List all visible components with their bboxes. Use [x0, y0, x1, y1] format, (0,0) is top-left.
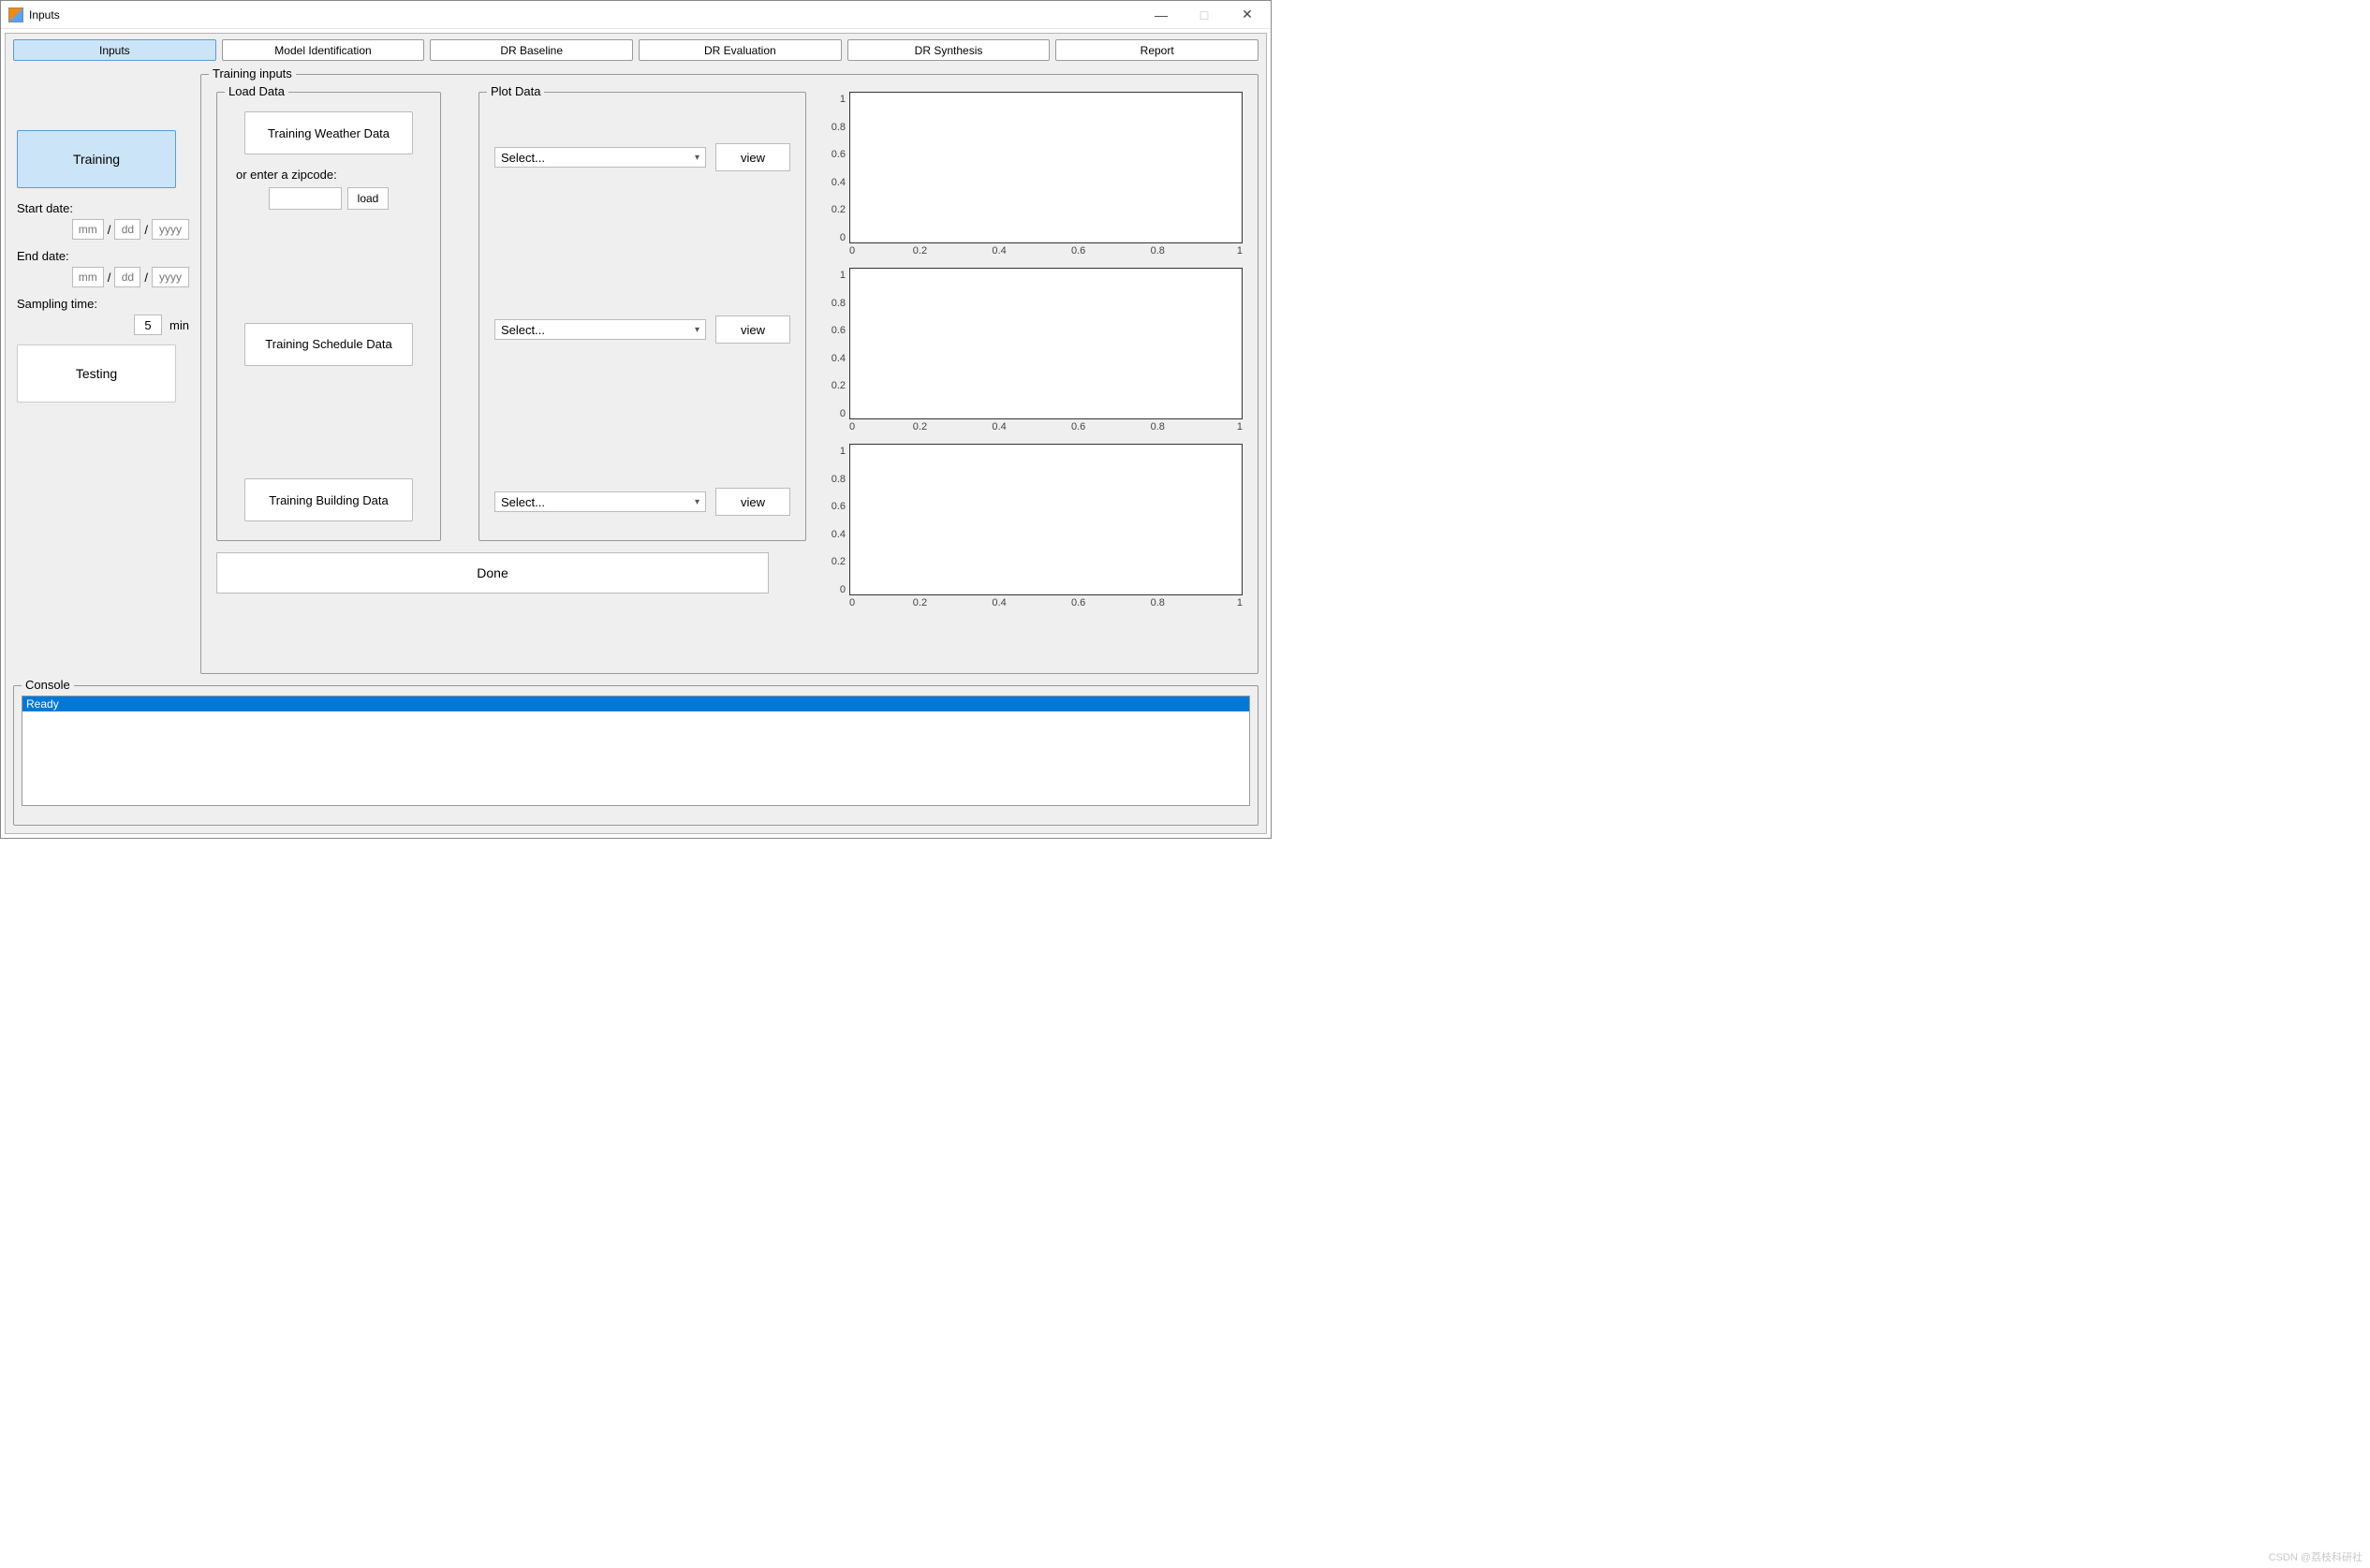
date-sep: /	[144, 271, 148, 285]
start-date-yyyy[interactable]	[152, 219, 189, 240]
chart-2-yaxis: 1 0.8 0.6 0.4 0.2 0	[821, 268, 849, 436]
schedule-view-button[interactable]: view	[715, 315, 790, 344]
console-group: Console Ready	[13, 685, 1259, 826]
weather-data-button[interactable]: Training Weather Data	[244, 111, 413, 154]
load-plot-column: Load Data Training Weather Data or enter…	[216, 92, 806, 660]
building-select-value: Select...	[501, 495, 545, 509]
watermark: CSDN @荔枝科研社	[2269, 1549, 2363, 1564]
done-button[interactable]: Done	[216, 552, 769, 593]
plot-data-title: Plot Data	[487, 84, 544, 98]
chart-3: 1 0.8 0.6 0.4 0.2 0 0 0.2	[821, 444, 1243, 612]
start-date-dd[interactable]	[114, 219, 140, 240]
sampling-time-unit: min	[169, 318, 189, 332]
console-line[interactable]: Ready	[22, 696, 1249, 711]
chevron-down-icon: ▾	[695, 153, 699, 163]
tab-inputs[interactable]: Inputs	[13, 39, 216, 61]
charts-column: 1 0.8 0.6 0.4 0.2 0 0 0.2	[821, 92, 1243, 660]
tab-report[interactable]: Report	[1055, 39, 1259, 61]
tab-model-identification[interactable]: Model Identification	[222, 39, 425, 61]
tab-dr-evaluation[interactable]: DR Evaluation	[639, 39, 842, 61]
sidebar: Training Start date: / / End date: / /	[13, 74, 200, 674]
chart-1: 1 0.8 0.6 0.4 0.2 0 0 0.2	[821, 92, 1243, 260]
tab-dr-baseline[interactable]: DR Baseline	[430, 39, 633, 61]
training-inputs-group: Training inputs Load Data Training Weath…	[200, 74, 1259, 674]
start-date-field: / /	[17, 219, 193, 240]
minimize-button[interactable]: —	[1140, 1, 1183, 29]
titlebar: Inputs — □ ✕	[1, 1, 1271, 29]
start-date-mm[interactable]	[72, 219, 104, 240]
chart-2: 1 0.8 0.6 0.4 0.2 0 0 0.2	[821, 268, 1243, 436]
chart-3-yaxis: 1 0.8 0.6 0.4 0.2 0	[821, 444, 849, 612]
date-sep: /	[144, 223, 148, 237]
content-row: Training Start date: / / End date: / /	[13, 74, 1259, 674]
building-data-button[interactable]: Training Building Data	[244, 478, 413, 521]
end-date-dd[interactable]	[114, 267, 140, 287]
schedule-data-button[interactable]: Training Schedule Data	[244, 323, 413, 366]
close-button[interactable]: ✕	[1226, 1, 1269, 29]
building-select[interactable]: Select... ▾	[494, 491, 706, 512]
sampling-time-label: Sampling time:	[17, 297, 193, 311]
weather-select-value: Select...	[501, 151, 545, 165]
sampling-time-field: min	[17, 315, 193, 335]
weather-select[interactable]: Select... ▾	[494, 147, 706, 168]
training-inputs-title: Training inputs	[209, 66, 296, 81]
main-panel: Inputs Model Identification DR Baseline …	[5, 33, 1267, 834]
sampling-time-input[interactable]	[134, 315, 162, 335]
chart-2-xaxis: 0 0.2 0.4 0.6 0.8 1	[849, 419, 1243, 436]
date-sep: /	[108, 223, 111, 237]
app-icon	[8, 7, 23, 22]
console-title: Console	[22, 678, 74, 692]
tab-dr-synthesis[interactable]: DR Synthesis	[847, 39, 1051, 61]
app-window: Inputs — □ ✕ Inputs Model Identification…	[0, 0, 1272, 839]
console-list[interactable]: Ready	[22, 696, 1250, 806]
chart-1-xaxis: 0 0.2 0.4 0.6 0.8 1	[849, 243, 1243, 260]
testing-button[interactable]: Testing	[17, 344, 176, 403]
end-date-yyyy[interactable]	[152, 267, 189, 287]
end-date-label: End date:	[17, 249, 193, 263]
building-view-button[interactable]: view	[715, 488, 790, 516]
zipcode-input[interactable]	[269, 187, 342, 210]
end-date-field: / /	[17, 267, 193, 287]
chart-3-xaxis: 0 0.2 0.4 0.6 0.8 1	[849, 595, 1243, 612]
end-date-mm[interactable]	[72, 267, 104, 287]
load-data-title: Load Data	[225, 84, 288, 98]
schedule-select-value: Select...	[501, 323, 545, 337]
weather-view-button[interactable]: view	[715, 143, 790, 171]
chevron-down-icon: ▾	[695, 497, 699, 507]
chart-1-yaxis: 1 0.8 0.6 0.4 0.2 0	[821, 92, 849, 260]
zipcode-load-button[interactable]: load	[347, 187, 389, 210]
load-data-group: Load Data Training Weather Data or enter…	[216, 92, 441, 541]
start-date-label: Start date:	[17, 201, 193, 215]
chart-3-plot[interactable]	[849, 444, 1243, 595]
console-area: Console Ready	[13, 685, 1259, 826]
chart-1-plot[interactable]	[849, 92, 1243, 243]
window-title: Inputs	[29, 8, 1140, 22]
chevron-down-icon: ▾	[695, 325, 699, 335]
maximize-button[interactable]: □	[1183, 1, 1226, 29]
training-button[interactable]: Training	[17, 130, 176, 188]
plot-data-group: Plot Data Select... ▾ view Selec	[478, 92, 806, 541]
schedule-select[interactable]: Select... ▾	[494, 319, 706, 340]
date-sep: /	[108, 271, 111, 285]
tab-row: Inputs Model Identification DR Baseline …	[13, 39, 1259, 61]
chart-2-plot[interactable]	[849, 268, 1243, 419]
zipcode-label: or enter a zipcode:	[236, 168, 425, 182]
